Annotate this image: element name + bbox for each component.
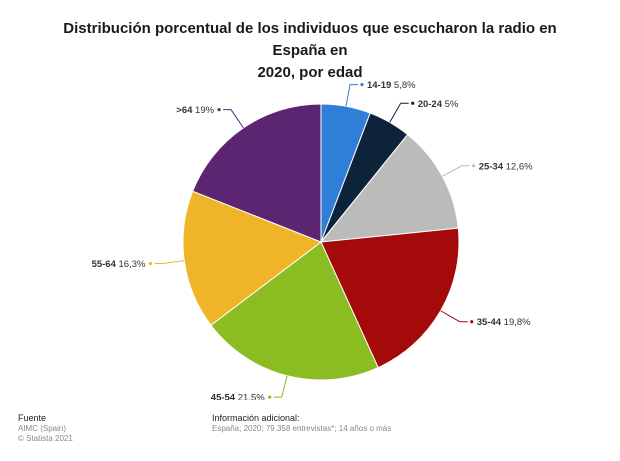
pie-slice-25-34[interactable]	[319, 133, 459, 243]
label-connector	[442, 165, 470, 177]
slice-label-category: >64	[176, 105, 193, 116]
slice-label-value: 5,8%	[391, 80, 416, 91]
slice-label-value: 21,5%	[235, 393, 265, 400]
slice-label-category: 35-44	[477, 317, 502, 328]
label-dot	[217, 108, 221, 112]
label-connector	[440, 310, 468, 323]
slice-label: >64 19%	[176, 105, 214, 116]
slice-label-category: 25-34	[479, 161, 504, 172]
chart-title: Distribución porcentual de los individuo…	[40, 18, 580, 84]
chart-title-line-2: 2020, por edad	[257, 64, 363, 81]
source-block: Fuente AIMC (Spain) © Statista 2021	[18, 412, 73, 444]
label-dot	[268, 395, 272, 399]
slice-label: 20-24 5%	[418, 99, 459, 110]
label-connector	[389, 102, 409, 123]
pie-slice-45-54[interactable]	[210, 241, 379, 381]
pie-slice-35-44[interactable]	[320, 227, 460, 369]
slice-label-value: 12,6%	[503, 161, 533, 172]
label-dot	[472, 164, 476, 168]
slice-label: 25-34 12,6%	[479, 161, 533, 172]
label-dot	[360, 83, 364, 87]
additional-info-title: Información adicional:	[212, 413, 300, 423]
additional-info-block: Información adicional: España; 2020; 79.…	[212, 412, 391, 434]
pie-slice-over-64[interactable]	[192, 103, 322, 243]
source-name: AIMC (Spain)	[18, 424, 67, 433]
slice-label: 35-44 19,8%	[477, 317, 531, 328]
label-connector	[273, 375, 288, 398]
slice-label: 14-19 5,8%	[367, 80, 416, 91]
slice-label-category: 20-24	[418, 99, 443, 110]
label-dot	[411, 101, 415, 105]
slice-label-category: 14-19	[367, 80, 391, 91]
pie-slice-55-64[interactable]	[182, 190, 323, 326]
label-connector	[345, 84, 358, 107]
label-dot	[148, 261, 153, 266]
slice-label-value: 16,3%	[116, 259, 146, 270]
additional-info-text: España; 2020; 79.358 entrevistas*; 14 añ…	[212, 424, 392, 433]
pie-chart: 14-19 5,8%20-24 5% 25-34 12,6% 35-44 19,8%…	[92, 80, 534, 400]
label-connector	[154, 260, 185, 265]
label-connector	[223, 109, 244, 129]
slice-label: 45-54 21,5%	[211, 393, 265, 400]
slice-label-category: 45-54	[211, 393, 236, 400]
slice-label: 55-64 16,3%	[92, 259, 146, 270]
copyright: © Statista 2021	[18, 434, 73, 443]
slice-label-value: 5%	[442, 99, 459, 110]
source-title: Fuente	[18, 413, 47, 423]
slice-label-value: 19,8%	[501, 317, 531, 328]
chart-title-line-1: Distribución porcentual de los individuo…	[63, 20, 557, 59]
label-dot	[470, 320, 474, 324]
slice-label-category: 55-64	[92, 259, 117, 270]
slice-label-value: 19%	[192, 105, 214, 116]
